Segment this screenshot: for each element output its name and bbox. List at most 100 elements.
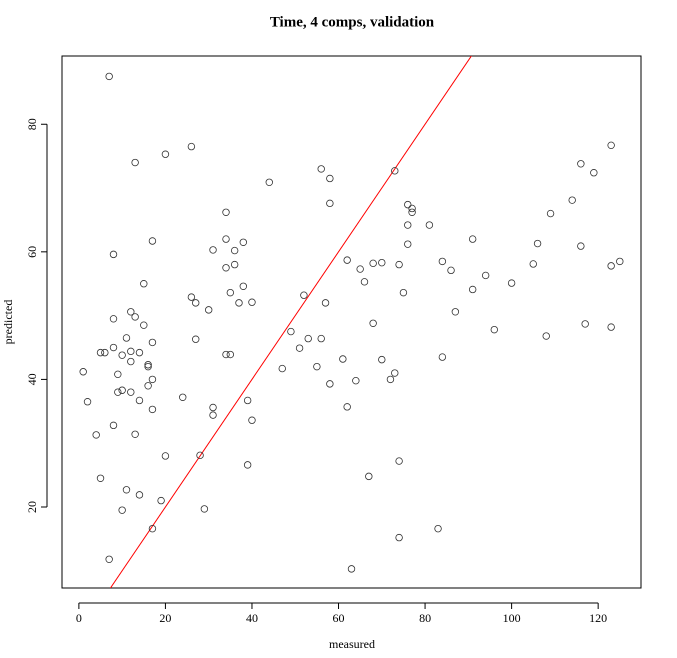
point xyxy=(360,278,369,286)
point xyxy=(196,451,204,460)
point xyxy=(404,240,412,248)
point xyxy=(425,221,434,229)
point xyxy=(222,208,230,216)
y-tick-label: 60 xyxy=(25,246,39,258)
plot-frame xyxy=(61,55,642,589)
point xyxy=(230,260,239,269)
point xyxy=(179,393,187,401)
point xyxy=(468,285,477,294)
point xyxy=(616,257,624,266)
point xyxy=(105,555,113,563)
point xyxy=(265,178,273,187)
y-tick-label: 80 xyxy=(25,118,39,130)
point xyxy=(122,486,131,494)
point xyxy=(187,293,196,301)
point xyxy=(83,398,92,406)
point xyxy=(438,353,447,361)
point xyxy=(239,238,248,246)
x-tick-label: 120 xyxy=(589,611,607,625)
point xyxy=(395,533,403,542)
y-tick-label: 40 xyxy=(25,373,39,385)
point xyxy=(447,266,455,275)
x-tick-label: 20 xyxy=(159,611,171,625)
point xyxy=(278,364,286,373)
point xyxy=(187,142,196,151)
point xyxy=(326,380,334,388)
x-tick-label: 60 xyxy=(333,611,345,625)
point xyxy=(321,299,330,307)
point xyxy=(135,396,144,405)
point xyxy=(404,200,412,209)
point xyxy=(79,368,87,376)
point xyxy=(451,308,460,316)
point xyxy=(114,370,122,379)
point xyxy=(248,298,256,306)
point xyxy=(127,357,135,366)
point xyxy=(101,348,109,357)
point xyxy=(399,288,408,297)
point xyxy=(295,344,304,352)
point xyxy=(127,308,135,316)
point xyxy=(577,242,585,250)
point xyxy=(222,350,230,359)
point xyxy=(468,235,477,243)
point xyxy=(148,375,157,384)
point xyxy=(300,291,308,299)
point xyxy=(209,246,217,254)
point xyxy=(395,260,403,269)
point xyxy=(317,334,325,343)
point xyxy=(533,239,542,248)
x-tick-label: 80 xyxy=(419,611,431,625)
point xyxy=(140,280,148,288)
point xyxy=(96,348,105,357)
point xyxy=(347,565,356,573)
point xyxy=(96,474,105,482)
point xyxy=(395,457,403,465)
point xyxy=(135,348,144,357)
point xyxy=(369,319,377,327)
point xyxy=(607,141,615,150)
point xyxy=(200,505,209,513)
point xyxy=(148,237,157,245)
point xyxy=(481,271,490,280)
point xyxy=(230,246,239,255)
point xyxy=(131,313,139,321)
point xyxy=(546,209,555,218)
point xyxy=(243,461,252,469)
point xyxy=(352,376,360,385)
point xyxy=(304,334,312,343)
point xyxy=(209,411,217,419)
y-tick-label: 20 xyxy=(25,501,39,513)
point xyxy=(365,472,373,481)
point xyxy=(109,421,118,430)
point xyxy=(607,262,615,270)
reference-line xyxy=(109,56,472,588)
point xyxy=(243,396,252,405)
point xyxy=(326,199,334,208)
point xyxy=(408,208,416,216)
x-tick-label: 40 xyxy=(246,611,258,625)
point xyxy=(144,361,152,369)
point xyxy=(114,388,122,396)
point xyxy=(313,362,321,371)
point xyxy=(343,256,351,264)
point xyxy=(192,335,200,343)
point xyxy=(118,351,126,359)
point xyxy=(105,72,113,81)
point xyxy=(109,343,118,352)
point xyxy=(131,158,139,167)
point xyxy=(490,325,499,334)
point xyxy=(287,327,295,336)
point xyxy=(192,299,200,307)
point xyxy=(378,258,386,267)
point xyxy=(438,257,447,266)
x-tick-label: 0 xyxy=(76,611,82,625)
point xyxy=(204,306,213,314)
point xyxy=(607,323,615,331)
point xyxy=(226,288,235,297)
point xyxy=(161,452,170,460)
point xyxy=(144,382,152,390)
point xyxy=(581,320,589,328)
point xyxy=(391,167,399,175)
point xyxy=(343,403,351,411)
